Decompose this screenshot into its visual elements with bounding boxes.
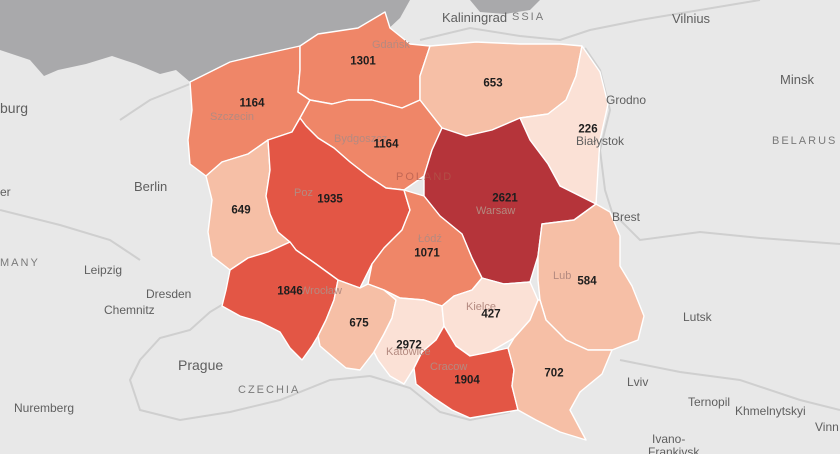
region-value-warminsko-mazurskie: 653 (483, 77, 503, 90)
region-value-wielkopolskie: 1935 (317, 193, 343, 206)
city-label-frankivsk: Frankivsk (648, 445, 700, 454)
region-value-mazowieckie: 2621 (492, 192, 518, 205)
city-label-hamburg: burg (0, 100, 29, 116)
city-label-lutsk: Lutsk (683, 310, 712, 324)
city-label-ternopil: Ternopil (688, 395, 731, 409)
baltic-sea-coast (470, 0, 540, 14)
city-label-grodno: Grodno (606, 93, 647, 107)
city-label-brest: Brest (612, 210, 641, 224)
country-label-russia: SSIA (512, 11, 546, 23)
city-label-prague: Prague (178, 357, 224, 373)
city-label-nuremberg: Nuremberg (14, 401, 75, 415)
city-label-ivano: Ivano- (652, 432, 686, 446)
city-label-katowice: Katowice (386, 346, 431, 358)
region-value-podkarpackie: 702 (544, 367, 564, 380)
city-label-vinn: Vinn (815, 420, 839, 434)
city-label-poznan: Poz (294, 187, 313, 199)
city-label-dresden: Dresden (146, 287, 192, 301)
city-label-kielce: Kielce (466, 301, 496, 313)
region-value-lodzkie: 1071 (414, 247, 440, 260)
region-value-zachodniopomorskie: 1164 (239, 97, 265, 110)
country-label-germany: MANY (0, 257, 40, 269)
country-label-poland: POLAND (396, 171, 454, 183)
region-value-podlaskie: 226 (578, 123, 598, 136)
country-label-belarus: BELARUS (772, 135, 838, 147)
region-value-lubelskie: 584 (577, 275, 597, 288)
region-value-malopolskie: 1904 (454, 374, 480, 387)
city-label-khmelnytskyi: Khmelnytskyi (735, 404, 806, 418)
region-value-swietokrzyskie: 427 (481, 308, 501, 321)
city-label-lublin: Lub (553, 270, 572, 282)
region-value-dolnoslaskie: 1846 (277, 285, 303, 298)
city-label-szczecin: Szczecin (210, 111, 255, 123)
city-label-hanover: er (0, 185, 11, 199)
city-label-lodz: Łódź (418, 233, 442, 245)
city-label-warsaw: Warsaw (476, 205, 516, 217)
region-slaskie[interactable] (373, 289, 445, 385)
region-value-lubuskie: 649 (231, 204, 251, 217)
city-label-chemnitz: Chemnitz (104, 303, 155, 317)
city-label-bialystok: Białystok (576, 134, 625, 148)
country-label-czechia: CZECHIA (238, 384, 301, 396)
city-label-berlin: Berlin (134, 179, 168, 194)
region-value-opolskie: 675 (349, 317, 369, 330)
baltic-sea (0, 0, 410, 82)
city-label-vilnius: Vilnius (672, 11, 711, 26)
region-lubelskie[interactable] (537, 203, 645, 351)
region-value-kujawsko-pomorskie: 1164 (373, 138, 399, 151)
city-label-wroclaw: Wrocław (300, 285, 342, 297)
region-podkarpackie[interactable] (507, 299, 613, 441)
region-value-pomorskie: 1301 (350, 55, 376, 68)
city-label-krakow: Cracow (430, 361, 468, 373)
city-label-leipzig: Leipzig (84, 263, 123, 277)
city-label-lviv: Lviv (627, 375, 649, 389)
city-label-bydgoszcz: Bydgoszcz (334, 133, 388, 145)
city-label-gdansk: Gdańsk (372, 39, 410, 51)
city-label-kaliningrad: Kaliningrad (442, 10, 508, 25)
city-label-minsk: Minsk (780, 72, 814, 87)
region-layer (187, 11, 645, 441)
region-value-slaskie: 2972 (396, 339, 422, 352)
